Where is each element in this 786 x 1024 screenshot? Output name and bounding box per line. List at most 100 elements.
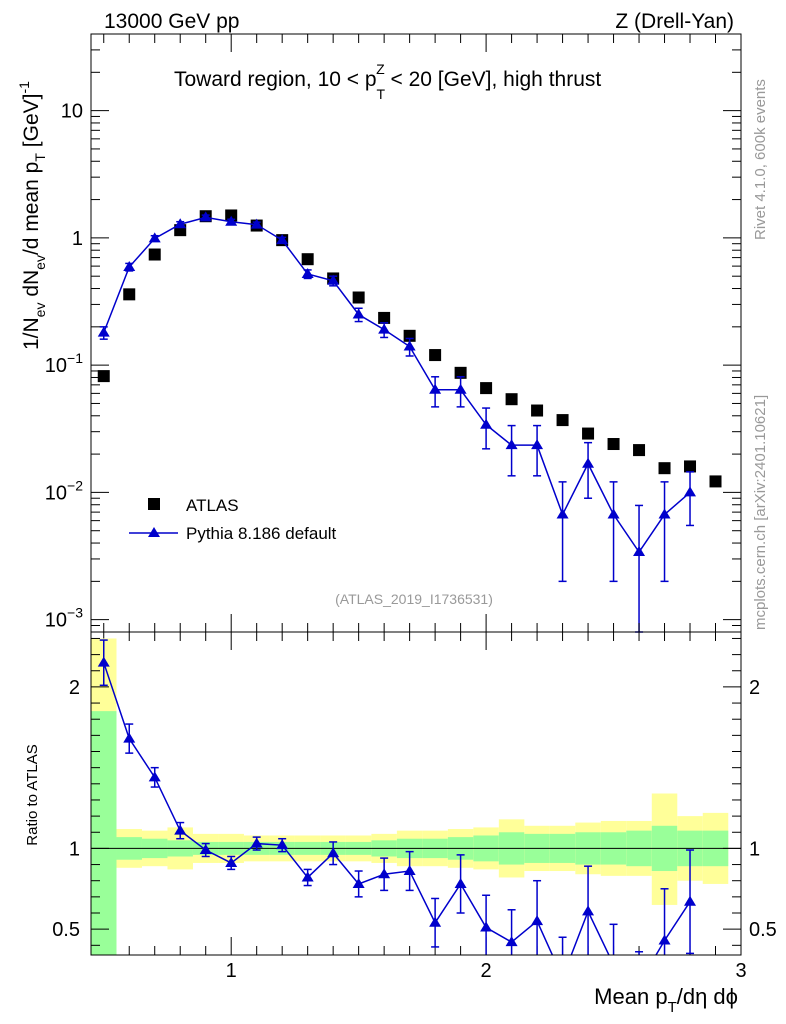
- ratio-frame: [90, 631, 742, 956]
- atlas-data-point: [480, 382, 493, 395]
- ratio-y-tick-label-right: 0.5: [749, 919, 777, 941]
- ratio-data-point: [378, 868, 391, 879]
- atlas-data-point: [429, 349, 442, 362]
- ratio-data-point: [557, 972, 569, 982]
- ratio-data-point: [505, 936, 518, 947]
- ratio-data-point: [174, 824, 187, 835]
- legend-pythia-label: Pythia 8.186 default: [186, 524, 337, 543]
- atlas-data-point: [582, 427, 595, 440]
- ratio-y-tick-label-right: 1: [749, 838, 760, 860]
- atlas-data-point: [684, 460, 697, 473]
- atlas-data-point: [301, 253, 314, 266]
- ratio-data-point: [352, 877, 365, 888]
- atlas-data-point: [709, 475, 722, 488]
- rivet-version-label: Rivet 4.1.0, 600k events: [752, 79, 769, 240]
- pythia-data-point: [378, 323, 391, 334]
- ratio-data-point: [123, 732, 136, 743]
- ratio-panel: 0.5 0.5 1 1 2 2 1 2 3: [52, 631, 777, 982]
- pythia-data-point: [556, 508, 569, 519]
- pythia-data-point: [199, 211, 212, 222]
- ratio-data-point: [250, 837, 263, 848]
- atlas-data-point: [378, 311, 391, 324]
- pythia-data-point: [684, 486, 697, 497]
- ratio-data-point: [684, 895, 697, 906]
- ratio-data-point: [658, 934, 671, 945]
- main-panel: 10−3 10−2 10−1 1 10: [45, 33, 742, 955]
- main-y-tick-label: 10−1: [45, 350, 83, 377]
- ratio-y-tick-label-left: 2: [69, 677, 80, 699]
- ratio-data-point: [148, 771, 161, 782]
- x-tick-label: 3: [735, 960, 746, 982]
- pythia-data-point: [403, 340, 416, 351]
- ratio-data-point: [97, 656, 110, 667]
- ratio-y-axis-label: Ratio to ATLAS: [24, 744, 41, 845]
- ratio-y-tick-label-left: 1: [69, 838, 80, 860]
- atlas-data-point: [352, 291, 365, 304]
- pythia-data-point: [123, 261, 136, 272]
- atlas-data-point: [531, 404, 544, 417]
- ratio-data-point: [429, 916, 442, 927]
- pythia-data-point: [276, 234, 289, 245]
- mcplots-label: mcplots.cern.ch [arXiv:2401.10621]: [752, 395, 769, 630]
- ratio-data-point: [301, 871, 314, 882]
- main-y-tick-label: 10−3: [45, 605, 83, 632]
- pythia-data-point: [531, 439, 544, 450]
- pythia-data-point: [633, 546, 646, 557]
- atlas-data-point: [454, 366, 467, 379]
- main-y-tick-label: 10−2: [45, 477, 83, 504]
- x-axis-label: Mean pT/dη dϕ: [594, 984, 738, 1016]
- pythia-data-point: [607, 508, 620, 519]
- pythia-data-point: [301, 268, 314, 279]
- ratio-y-tick-label-right: 2: [749, 677, 760, 699]
- legend-atlas-label: ATLAS: [186, 496, 239, 515]
- atlas-data-point: [658, 462, 671, 475]
- header-right: Z (Drell-Yan): [615, 10, 734, 33]
- header-left: 13000 GeV pp: [104, 10, 239, 33]
- ratio-data-point: [225, 856, 238, 867]
- ratio-y-tick-label-left: 0.5: [52, 919, 80, 941]
- main-y-tick-label: 10: [61, 101, 83, 123]
- pythia-data-point: [97, 326, 110, 337]
- legend: ATLAS Pythia 8.186 default: [129, 496, 337, 543]
- pythia-data-point: [454, 383, 467, 394]
- atlas-data-point: [633, 444, 646, 457]
- main-y-tick-label: 1: [72, 228, 83, 250]
- pythia-data-point: [429, 383, 442, 394]
- ratio-data-point: [454, 877, 467, 888]
- pythia-data-point: [225, 215, 238, 226]
- pythia-data-point: [174, 218, 187, 229]
- atlas-data-point: [505, 393, 518, 406]
- atlas-data-point: [607, 438, 620, 451]
- plot-title: Toward region, 10 < pTZ < 20 [GeV], high…: [174, 61, 601, 102]
- x-tick-label: 1: [226, 960, 237, 982]
- pythia-data-point: [327, 274, 340, 285]
- ratio-data-point: [403, 865, 416, 876]
- pythia-data-point: [250, 218, 263, 229]
- ratio-data-point: [582, 905, 595, 916]
- main-y-axis-label: 1/Nev dNev/d mean pT [GeV]-1: [16, 81, 48, 350]
- ratio-band-inner: [91, 711, 117, 955]
- pythia-data-point: [505, 439, 518, 450]
- x-tick-label: 2: [481, 960, 492, 982]
- legend-pythia-marker: [148, 527, 160, 537]
- ratio-data-point: [608, 959, 620, 969]
- analysis-watermark: (ATLAS_2019_I1736531): [335, 591, 493, 607]
- ratio-data-point: [327, 847, 340, 858]
- pythia-data-point: [148, 232, 161, 243]
- ratio-series: [97, 639, 697, 982]
- pythia-data-point: [480, 418, 493, 429]
- atlas-data-point: [225, 209, 238, 222]
- ratio-data-point: [276, 839, 289, 850]
- pythia-data-point: [582, 457, 595, 468]
- atlas-data-point: [556, 414, 569, 427]
- ratio-line: [103, 662, 691, 955]
- ratio-data-point: [480, 921, 493, 932]
- pythia-data-point: [352, 308, 365, 319]
- atlas-data-point: [97, 370, 110, 383]
- atlas-data-point: [123, 288, 136, 301]
- ratio-data-point: [531, 915, 544, 926]
- pythia-data-point: [658, 508, 671, 519]
- legend-atlas-marker: [148, 498, 160, 510]
- atlas-data-point: [148, 248, 161, 261]
